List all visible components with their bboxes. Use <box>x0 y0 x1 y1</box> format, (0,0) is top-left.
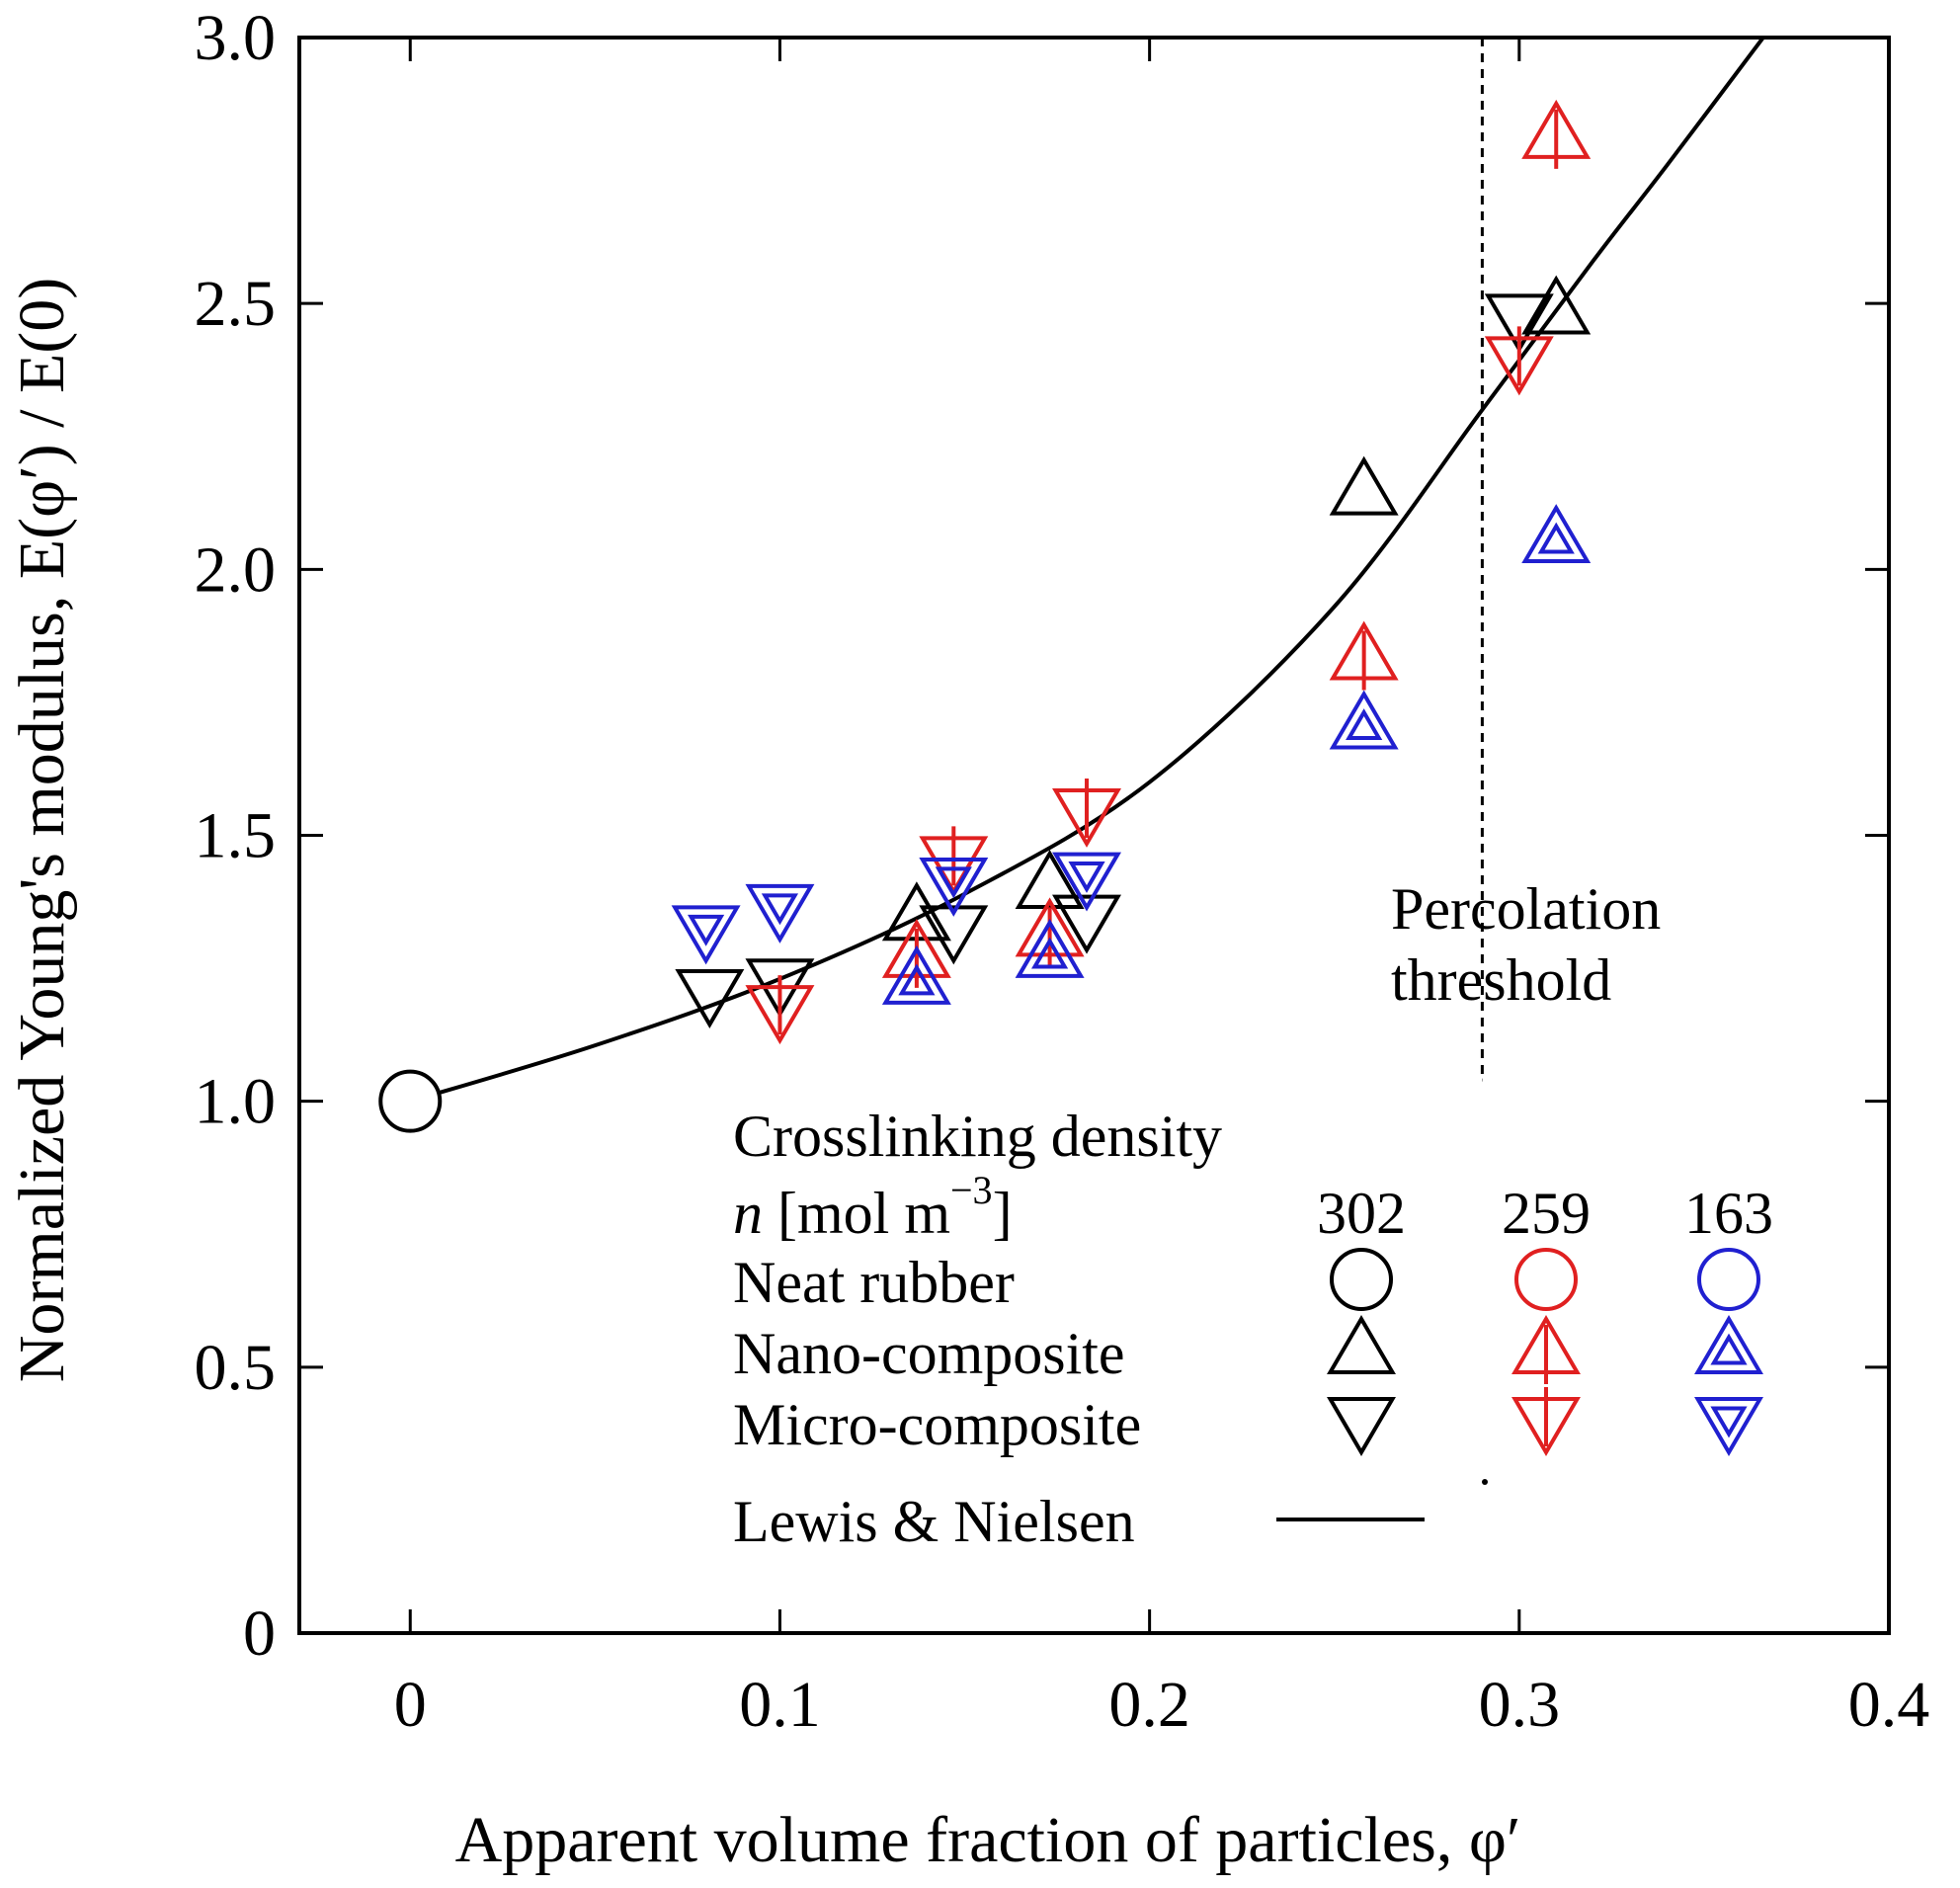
marker-triangle-down-n163 <box>1052 852 1121 912</box>
legend-marker-triangle-down-n163 <box>1694 1397 1763 1456</box>
marker-triangle-up-n163 <box>881 944 951 1005</box>
x-tick-label: 0.2 <box>1108 1669 1190 1741</box>
marker-triangle-down-n163 <box>745 883 815 944</box>
legend-col-259: 259 <box>1502 1181 1591 1246</box>
x-tick-label: 0 <box>394 1669 427 1741</box>
y-tick-label: 0 <box>243 1598 276 1670</box>
tick-labels: 0 0.1 0.2 0.3 0.4 0 0.5 1.0 1.5 2.0 2.5 3.0 <box>195 2 1930 1741</box>
x-axis-title: Apparent volume fraction of particles, φ… <box>455 1804 1521 1876</box>
legend-col-302: 302 <box>1317 1181 1406 1246</box>
marker-triangle-down-n302 <box>675 969 745 1028</box>
marker-triangle-down-n163 <box>919 857 989 917</box>
marker-triangle-down-n259 <box>1484 326 1554 396</box>
legend-col-163: 163 <box>1684 1181 1773 1246</box>
x-tick-label: 0.1 <box>739 1669 821 1741</box>
marker-triangle-up-n259 <box>1015 897 1085 967</box>
legend-n-symbol: n <box>733 1181 763 1246</box>
legend-n-close: ] <box>993 1181 1013 1246</box>
legend-marker-circle-n163 <box>1697 1248 1760 1311</box>
marker-triangle-down-n302 <box>1484 293 1554 354</box>
axis-ticks <box>299 36 1891 1635</box>
y-tick-label: 2.0 <box>195 534 277 606</box>
marker-triangle-up-n163 <box>1015 918 1085 978</box>
legend-row-nano-composite: Nano-composite <box>733 1321 1125 1386</box>
legend-row-micro-composite: Micro-composite <box>733 1392 1141 1457</box>
legend-markers <box>1327 1248 1763 1456</box>
marker-triangle-down-n259 <box>919 826 989 896</box>
marker-triangle-up-n259 <box>881 918 951 988</box>
marker-triangle-up-n302 <box>1015 849 1085 909</box>
marker-triangle-up-n259 <box>1521 99 1592 169</box>
y-tick-label: 1.5 <box>195 800 277 872</box>
legend-stray-dot <box>1482 1479 1488 1485</box>
marker-triangle-down-n302 <box>919 905 989 965</box>
lewis-nielsen-curve <box>409 36 1765 1104</box>
legend-marker-circle-n302 <box>1330 1248 1393 1311</box>
threshold-label-line1: Percolation <box>1391 876 1661 942</box>
marker-triangle-up-n302 <box>1521 275 1592 335</box>
marker-triangle-up-n302 <box>1329 455 1399 516</box>
legend-title: Crosslinking density <box>733 1104 1222 1169</box>
legend: Crosslinking density n [mol m−3] 302 259… <box>733 1104 1773 1554</box>
legend-marker-triangle-up-n259 <box>1511 1315 1581 1384</box>
y-tick-label: 0.5 <box>195 1332 277 1404</box>
threshold-label-line2: threshold <box>1391 947 1611 1013</box>
y-tick-label: 1.0 <box>195 1066 277 1138</box>
x-tick-label: 0.4 <box>1848 1669 1930 1741</box>
marker-triangle-down-n259 <box>745 975 815 1045</box>
marker-circle-n302 <box>378 1069 443 1133</box>
legend-marker-circle-n259 <box>1514 1248 1578 1311</box>
legend-row-lewis-nielsen: Lewis & Nielsen <box>733 1489 1135 1554</box>
y-tick-label: 3.0 <box>195 2 277 74</box>
marker-triangle-up-n163 <box>1329 690 1399 750</box>
legend-marker-triangle-down-n259 <box>1511 1387 1581 1456</box>
legend-n-label: n [mol m−3] <box>733 1168 1013 1246</box>
marker-triangle-down-n259 <box>1052 778 1121 848</box>
marker-triangle-down-n302 <box>1052 894 1121 954</box>
y-tick-label: 2.5 <box>195 268 277 340</box>
marker-triangle-up-n163 <box>1521 504 1592 564</box>
y-axis-title: Normalized Young's modulus, E(φ′) / E(0) <box>6 278 78 1383</box>
legend-n-exponent: −3 <box>950 1168 993 1212</box>
legend-n-unit: [mol m <box>763 1181 950 1246</box>
marker-triangle-down-n163 <box>671 905 741 965</box>
data-markers <box>378 99 1592 1133</box>
legend-marker-triangle-down-n302 <box>1327 1397 1396 1456</box>
x-tick-label: 0.3 <box>1479 1669 1561 1741</box>
legend-marker-triangle-up-n163 <box>1694 1315 1763 1374</box>
legend-marker-triangle-up-n302 <box>1327 1315 1396 1374</box>
marker-triangle-up-n259 <box>1329 620 1399 691</box>
legend-row-neat-rubber: Neat rubber <box>733 1250 1015 1315</box>
